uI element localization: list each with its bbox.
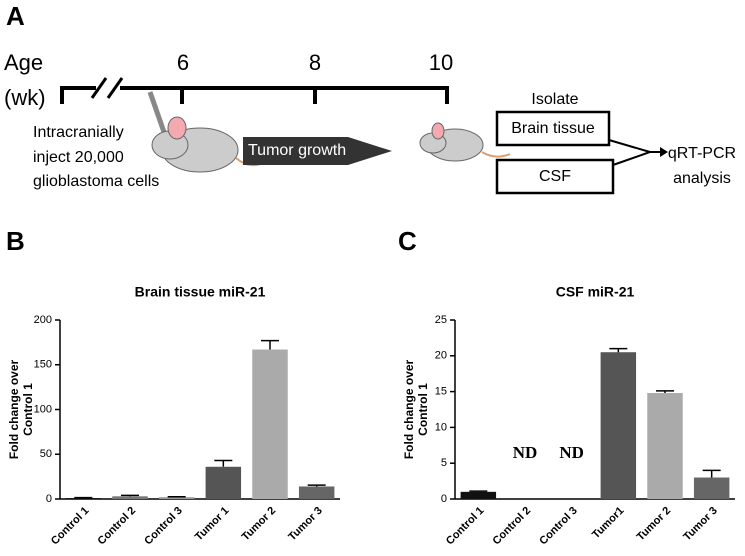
x-tick-label: Tumor 2: [635, 505, 674, 544]
bar: [298, 486, 335, 499]
y-tick-label: 0: [46, 493, 52, 505]
panel-label: B: [6, 226, 25, 256]
value-label: ND: [559, 443, 584, 462]
y-axis-label: Control 1: [21, 383, 35, 436]
error-bar: [307, 484, 326, 487]
chart-title: CSF miR-21: [556, 284, 635, 300]
y-axis-label: Control 1: [416, 383, 430, 436]
timeline-tick: 8: [309, 50, 321, 75]
y-tick-label: 5: [441, 457, 447, 469]
chart-title: Brain tissue miR-21: [135, 284, 266, 300]
analysis-text: qRT-PCR: [668, 145, 736, 162]
bar: [112, 496, 148, 499]
x-tick-label: Control 1: [444, 505, 487, 548]
y-tick-label: 200: [34, 314, 52, 326]
error-bar: [261, 339, 279, 350]
mouse-icon: [147, 91, 266, 173]
error-bar: [214, 459, 233, 467]
y-tick-label: 0: [441, 493, 447, 505]
timeline: [60, 77, 449, 104]
mouse-icon: [419, 122, 511, 162]
x-tick-label: Tumor 2: [240, 505, 279, 544]
y-tick-label: 25: [435, 314, 447, 326]
y-axis-label: Fold change over: [402, 359, 416, 459]
y-tick-label: 150: [34, 359, 52, 371]
x-tick-label: Control 3: [537, 505, 580, 548]
injection-text: glioblastoma cells: [33, 173, 159, 190]
arrow-head: [660, 147, 668, 157]
bar: [460, 491, 497, 499]
error-bar: [469, 490, 488, 492]
error-bar: [702, 469, 721, 478]
injection-text: inject 20,000: [33, 149, 124, 166]
x-tick-label: Control 2: [96, 505, 139, 548]
analysis-text: analysis: [673, 170, 731, 187]
sample-box: [495, 158, 615, 195]
bar: [693, 477, 730, 499]
y-tick-label: 50: [40, 448, 52, 460]
x-tick-label: Tumor 3: [681, 505, 720, 544]
panel-label: A: [6, 1, 25, 31]
y-tick-label: 15: [435, 386, 447, 398]
x-tick-label: Tumor 1: [193, 505, 232, 544]
merge-arrow: [608, 139, 660, 166]
x-tick-label: Control 1: [49, 505, 92, 548]
error-bar: [609, 347, 628, 353]
sample-text: Brain tissue: [511, 120, 595, 137]
y-tick-label: 100: [34, 403, 52, 415]
error-bar: [121, 494, 139, 497]
y-axis-label: Fold change over: [7, 359, 21, 459]
x-tick-label: Control 2: [491, 505, 534, 548]
bar: [647, 393, 683, 499]
panel-label: C: [398, 226, 417, 256]
age-label: Age: [4, 50, 43, 75]
y-tick-label: 20: [435, 350, 447, 362]
bar: [158, 497, 195, 499]
x-tick-label: Tumor1: [590, 505, 626, 541]
timeline-tick: 10: [429, 50, 453, 75]
x-tick-label: Tumor 3: [286, 505, 325, 544]
bar: [600, 352, 637, 499]
growth-text: Tumor growth: [248, 142, 346, 159]
growth-arrow: [243, 137, 392, 165]
bar: [65, 498, 102, 499]
timeline-tick: 6: [177, 50, 189, 75]
error-bar: [656, 390, 674, 394]
bar: [205, 466, 242, 499]
injection-text: Intracranially: [33, 124, 124, 141]
bar: [252, 349, 288, 499]
sample-text: CSF: [539, 168, 571, 185]
y-tick-label: 10: [435, 421, 447, 433]
x-tick-label: Control 3: [142, 505, 185, 548]
value-label: ND: [513, 443, 538, 462]
sample-box: [495, 110, 611, 147]
isolate-text: Isolate: [531, 91, 578, 108]
age-label: (wk): [4, 85, 46, 110]
